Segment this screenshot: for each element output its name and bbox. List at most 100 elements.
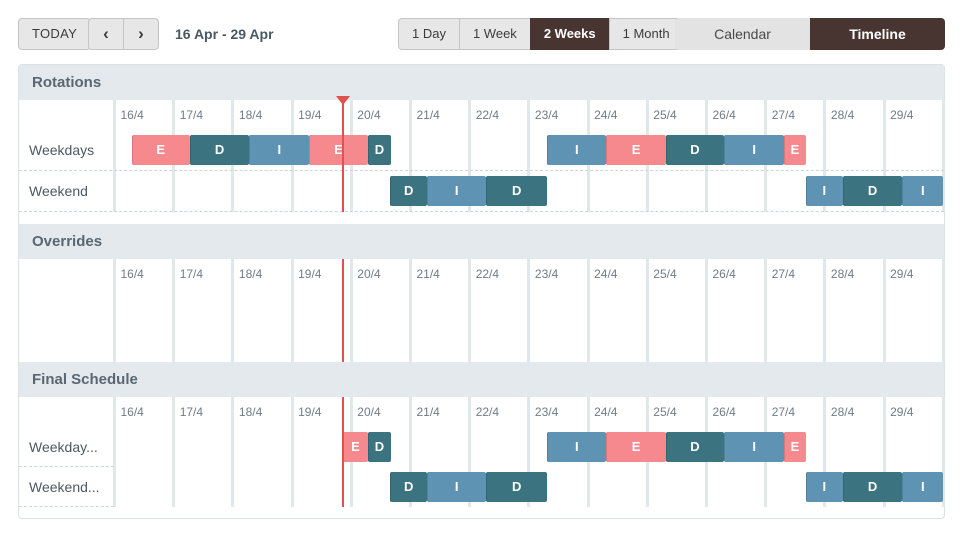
schedule-row: Weekend... D I D I D I [19,467,944,507]
date-label: 22/4 [475,267,500,281]
gridline [290,259,294,362]
shift-bar[interactable]: I [805,472,843,502]
date-range-label: 16 Apr - 29 Apr [175,26,274,42]
date-label: 19/4 [298,108,322,122]
date-label: 19/4 [298,405,322,419]
shift-bar[interactable]: I [805,176,843,206]
mode-option-timeline[interactable]: Timeline [810,18,945,50]
chevron-left-icon: ‹ [103,24,109,43]
date-label: 20/4 [357,108,381,122]
section-grid-overrides: 16/4 17/4 18/4 19/4 20/4 21/4 22/4 23/4 24/4 25/4… [19,259,945,362]
view-option-1-day[interactable]: 1 Day [398,18,460,50]
shift-bar[interactable]: D [367,432,391,462]
date-label: 24/4 [594,267,618,281]
gridline [586,259,590,362]
gridline [527,397,531,507]
shift-bar[interactable]: E [606,135,666,165]
gridline [941,397,945,507]
date-label: 29/4 [890,267,914,281]
shift-bar[interactable]: I [724,432,785,462]
calendar-timeline-toggle: Calendar Timeline [675,18,945,50]
shift-bar[interactable]: I [427,472,487,502]
shift-bar[interactable]: D [486,472,548,502]
mode-option-calendar[interactable]: Calendar [675,18,810,50]
gridline [468,259,472,362]
schedule-row: Weekend D I D I D I [19,171,944,212]
prev-button[interactable]: ‹ [88,18,124,50]
toolbar: TODAY ‹ › 16 Apr - 29 Apr 1 Day 1 Week 2 W… [0,0,961,50]
shift-bar[interactable]: I [547,135,607,165]
shift-bar[interactable]: D [665,135,725,165]
shift-bar[interactable]: E [784,135,806,165]
gridline [645,259,649,362]
row-label: Weekdays [29,142,95,158]
date-label: 25/4 [653,108,677,122]
date-label: 22/4 [475,108,500,122]
section-final: Final Schedule 16/4 17/4 18/4 19/4 20/4 21/4 22… [19,362,945,507]
date-label: 27/4 [771,267,796,281]
date-label: 21/4 [416,405,440,419]
view-option-2-weeks[interactable]: 2 Weeks [529,18,610,50]
date-label: 26/4 [712,108,736,122]
date-label: 18/4 [238,108,263,122]
gridline [172,259,176,362]
gridline [527,100,531,212]
row-label: Weekend [29,183,88,199]
shift-bar[interactable]: I [547,432,607,462]
schedule-row: Weekday... E D I E D I E [19,427,944,467]
next-button[interactable]: › [123,18,159,50]
row-label: Weekend... [19,467,114,507]
date-label: 17/4 [179,108,204,122]
date-label: 28/4 [830,405,855,419]
shift-bar[interactable]: E [131,135,190,165]
date-label: 26/4 [712,405,736,419]
date-label: 18/4 [238,267,263,281]
date-label: 23/4 [534,405,559,419]
gridline [113,259,116,362]
shift-bar[interactable]: I [724,135,785,165]
gridline [468,100,472,212]
view-option-1-month[interactable]: 1 Month [608,18,684,50]
shift-bar[interactable]: I [902,472,944,502]
section-header-overrides: Overrides [19,224,944,259]
today-button[interactable]: TODAY [18,18,92,50]
shift-bar[interactable]: D [189,135,250,165]
shift-bar[interactable]: E [784,432,806,462]
section-grid-final: 16/4 17/4 18/4 19/4 20/4 21/4 22/4 23/4 24/4 25/4… [19,397,945,507]
gridline [527,259,531,362]
date-label: 29/4 [890,405,914,419]
date-header-row: 16/4 17/4 18/4 19/4 20/4 21/4 22/4 23/4 24/4 25/4… [19,100,944,130]
shift-bar[interactable]: D [390,472,428,502]
shift-bar[interactable]: D [367,135,391,165]
shift-bar[interactable]: E [343,432,368,462]
date-label: 16/4 [120,108,144,122]
gridline [882,397,886,507]
shift-bar[interactable]: E [606,432,666,462]
view-option-1-week[interactable]: 1 Week [458,18,531,50]
gridline [409,259,412,362]
section-header-final: Final Schedule [19,362,944,397]
date-header-row: 16/4 17/4 18/4 19/4 20/4 21/4 22/4 23/4 24/4 25/4… [19,397,944,427]
date-label: 19/4 [298,267,322,281]
gridline [290,397,294,507]
gridline [882,259,886,362]
shift-bar[interactable]: D [390,176,428,206]
shift-bar[interactable]: I [902,176,944,206]
gridline [823,259,827,362]
shift-bar[interactable]: D [665,432,725,462]
shift-bar[interactable]: I [249,135,310,165]
date-label: 18/4 [238,405,263,419]
date-label: 22/4 [475,405,500,419]
date-label: 20/4 [357,405,381,419]
date-label: 16/4 [120,405,144,419]
gridline [941,100,945,212]
shift-bar[interactable]: E [309,135,368,165]
shift-bar[interactable]: I [427,176,487,206]
gridline [468,397,472,507]
date-label: 16/4 [120,267,144,281]
shift-bar[interactable]: D [842,176,903,206]
shift-bar[interactable]: D [842,472,903,502]
date-label: 17/4 [179,267,204,281]
row-label: Weekday... [19,427,114,467]
shift-bar[interactable]: D [486,176,548,206]
